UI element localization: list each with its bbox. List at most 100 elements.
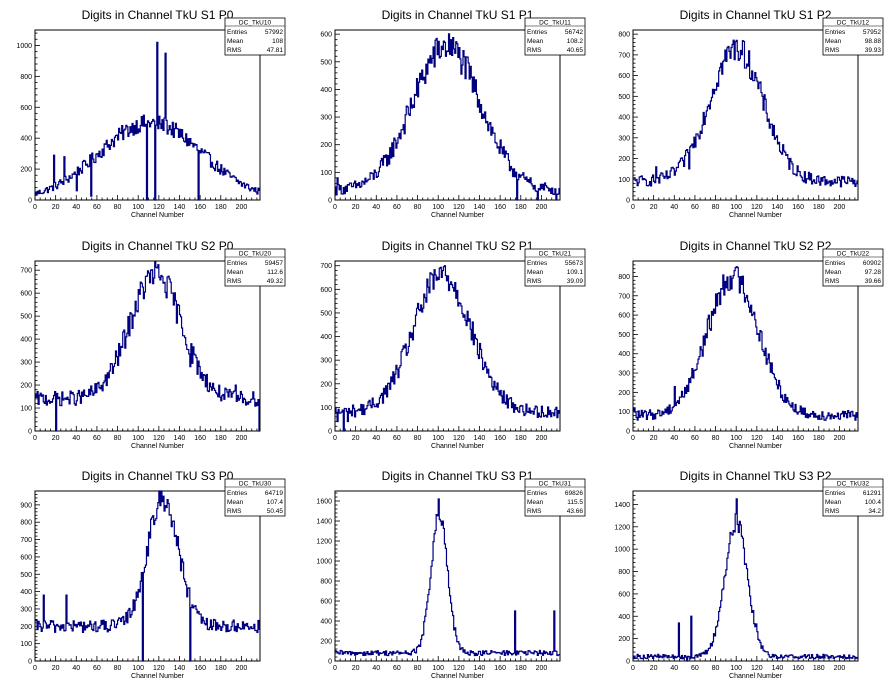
y-tick-label: 500 xyxy=(320,59,332,66)
y-tick-label: 500 xyxy=(20,314,32,321)
stats-box xyxy=(524,478,586,517)
stats-value: 39.66 xyxy=(865,278,882,285)
x-axis-label: Channel Number xyxy=(431,212,485,219)
x-tick-label: 160 xyxy=(792,204,804,211)
y-tick-label: 900 xyxy=(20,502,32,509)
x-tick-label: 40 xyxy=(72,435,80,442)
stats-box xyxy=(524,248,586,287)
y-tick-label: 200 xyxy=(320,381,332,388)
plot-frame xyxy=(632,260,859,432)
panel-title: Digits in Channel TkU S2 P2 xyxy=(680,239,832,253)
x-tick-label: 0 xyxy=(333,204,337,211)
stats-value: 109.1 xyxy=(567,269,584,276)
x-tick-label: 120 xyxy=(751,665,763,672)
y-tick-label: 600 xyxy=(618,591,630,598)
x-tick-label: 100 xyxy=(132,665,144,672)
stats-box xyxy=(224,17,286,56)
y-tick-label: 0 xyxy=(626,659,630,666)
x-tick-label: 100 xyxy=(132,204,144,211)
stats-box xyxy=(224,248,286,287)
x-tick-label: 0 xyxy=(631,204,635,211)
x-tick-label: 80 xyxy=(114,665,122,672)
stats-box xyxy=(224,478,286,517)
stats-label: RMS xyxy=(227,278,242,285)
stats-box-title: DC_TkU10 xyxy=(239,20,272,27)
x-tick-label: 40 xyxy=(670,204,678,211)
x-tick-label: 180 xyxy=(515,435,527,442)
histogram-panel: Digits in Channel TkU S3 P2 0 20 40 60 80 100 1… xyxy=(614,469,884,680)
y-tick-label: 200 xyxy=(618,636,630,643)
x-tick-label: 200 xyxy=(236,665,248,672)
y-tick-label: 200 xyxy=(320,639,332,646)
stats-value: 43.66 xyxy=(567,508,584,515)
y-tick-label: 1600 xyxy=(316,499,332,506)
stats-label: RMS xyxy=(825,47,840,54)
stats-value: 50.45 xyxy=(267,508,284,515)
x-axis-label: Channel Number xyxy=(131,673,185,680)
panel-title: Digits in Channel TkU S3 P0 xyxy=(82,469,234,483)
x-axis-label: Channel Number xyxy=(729,443,783,450)
stats-label: Mean xyxy=(227,499,244,506)
y-tick-label: 100 xyxy=(20,641,32,648)
x-tick-label: 20 xyxy=(650,204,658,211)
x-tick-label: 40 xyxy=(670,435,678,442)
x-tick-label: 140 xyxy=(772,204,784,211)
x-tick-label: 200 xyxy=(834,665,846,672)
stats-box xyxy=(822,248,884,287)
stats-value: 57952 xyxy=(863,29,881,36)
stats-value: 69826 xyxy=(565,490,583,497)
x-tick-label: 20 xyxy=(650,435,658,442)
x-tick-label: 80 xyxy=(712,665,720,672)
y-tick-label: 700 xyxy=(20,537,32,544)
x-tick-label: 40 xyxy=(372,204,380,211)
y-tick-label: 600 xyxy=(618,73,630,80)
panel-title: Digits in Channel TkU S3 P1 xyxy=(382,469,534,483)
x-tick-label: 20 xyxy=(352,435,360,442)
y-tick-label: 800 xyxy=(320,579,332,586)
y-tick-label: 1000 xyxy=(614,547,630,554)
y-tick-label: 0 xyxy=(328,429,332,436)
y-tick-label: 600 xyxy=(20,554,32,561)
y-tick-label: 400 xyxy=(618,115,630,122)
y-tick-label: 400 xyxy=(320,87,332,94)
y-tick-label: 1400 xyxy=(614,502,630,509)
y-tick-label: 200 xyxy=(20,624,32,631)
x-tick-label: 180 xyxy=(215,204,227,211)
y-tick-label: 700 xyxy=(618,293,630,300)
panel-title: Digits in Channel TkU S1 P0 xyxy=(82,8,234,22)
stats-label: Mean xyxy=(527,269,544,276)
stats-label: RMS xyxy=(825,508,840,515)
stats-box-title: DC_TkU11 xyxy=(539,20,571,27)
stats-value: 57992 xyxy=(265,29,283,36)
plot-frame xyxy=(632,490,859,662)
stats-label: RMS xyxy=(527,47,542,54)
y-tick-label: 1000 xyxy=(16,43,32,50)
stats-label: RMS xyxy=(527,508,542,515)
x-tick-label: 180 xyxy=(515,665,527,672)
stats-value: 64719 xyxy=(265,490,283,497)
x-tick-label: 200 xyxy=(236,435,248,442)
y-tick-label: 0 xyxy=(626,429,630,436)
x-tick-label: 80 xyxy=(712,204,720,211)
stats-box-title: DC_TkU22 xyxy=(837,251,870,258)
y-tick-label: 300 xyxy=(20,606,32,613)
histogram-line xyxy=(35,261,260,432)
histogram-line xyxy=(335,498,560,657)
y-tick-label: 300 xyxy=(320,358,332,365)
x-tick-label: 120 xyxy=(453,204,465,211)
histogram-line xyxy=(35,41,260,201)
histogram-line xyxy=(633,39,858,188)
x-tick-label: 140 xyxy=(474,665,486,672)
x-tick-label: 0 xyxy=(33,665,37,672)
y-tick-label: 500 xyxy=(618,94,630,101)
x-tick-label: 140 xyxy=(174,665,186,672)
x-tick-label: 200 xyxy=(236,204,248,211)
x-tick-label: 120 xyxy=(153,665,165,672)
x-axis-label: Channel Number xyxy=(131,212,185,219)
y-tick-label: 0 xyxy=(28,659,32,666)
x-tick-label: 80 xyxy=(114,435,122,442)
x-tick-label: 120 xyxy=(751,435,763,442)
y-tick-label: 0 xyxy=(328,198,332,205)
stats-value: 107.4 xyxy=(267,499,284,506)
